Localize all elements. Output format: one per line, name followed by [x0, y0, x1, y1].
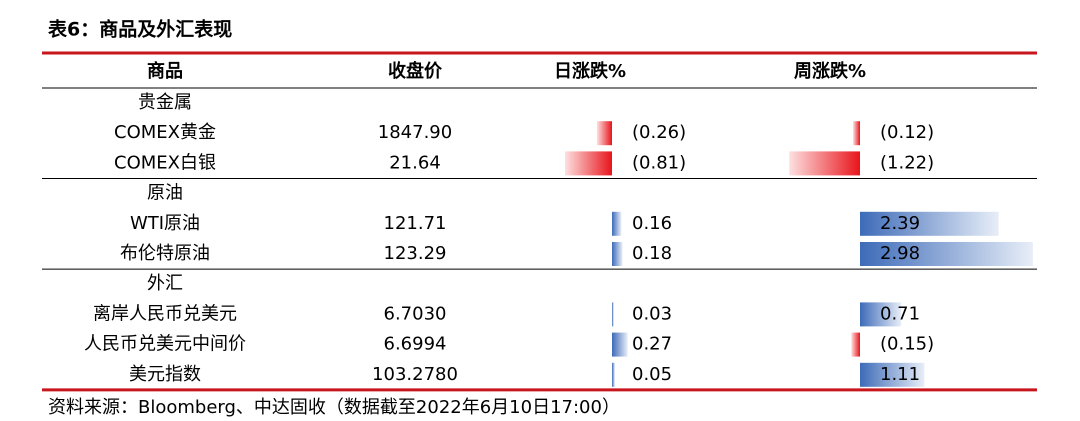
group-label: 外汇: [147, 273, 183, 294]
group-label: 原油: [147, 183, 183, 204]
change-value: 0.71: [880, 303, 920, 324]
row-name: 人民币兑美元中间价: [84, 334, 246, 355]
change-value: 0.18: [632, 243, 672, 264]
change-value: 2.98: [880, 243, 920, 264]
data-bar: [612, 302, 614, 327]
data-bar: [596, 121, 612, 146]
data-bar: [853, 121, 860, 146]
column-header: 商品: [147, 60, 183, 82]
source-note: 资料来源：Bloomberg、中达固收（数据截至2022年6月10日17:00）: [48, 397, 620, 418]
row-name: 布伦特原油: [120, 243, 210, 264]
change-value: 0.05: [632, 364, 672, 385]
group-label: 贵金属: [138, 92, 192, 113]
close-price: 6.6994: [384, 334, 447, 355]
close-price: 123.29: [384, 243, 447, 264]
data-bar: [565, 151, 612, 176]
close-price: 1847.90: [378, 122, 452, 143]
change-value: (0.81): [632, 152, 686, 173]
column-header: 收盘价: [388, 60, 443, 82]
change-value: 2.39: [880, 213, 920, 234]
data-bar: [612, 332, 628, 357]
row-name: COMEX黄金: [114, 122, 216, 143]
change-value: 0.27: [632, 334, 672, 355]
close-price: 6.7030: [384, 303, 447, 324]
table-title: 表6：商品及外汇表现: [48, 18, 232, 41]
data-bar: [860, 362, 925, 387]
change-value: (0.15): [880, 334, 934, 355]
data-bar: [860, 302, 902, 327]
column-header: 周涨跌%: [794, 60, 866, 82]
column-header: 日涨跌%: [554, 60, 626, 82]
change-value: (1.22): [880, 152, 934, 173]
data-bar: [612, 211, 622, 236]
data-bar: [860, 242, 1033, 266]
row-name: 离岸人民币兑美元: [93, 303, 237, 324]
data-bar: [789, 151, 860, 176]
change-value: (0.26): [632, 122, 686, 143]
data-bar: [851, 332, 860, 357]
close-price: 103.2780: [372, 364, 458, 385]
change-value: 0.16: [632, 213, 672, 234]
close-price: 121.71: [384, 213, 447, 234]
row-name: COMEX白银: [114, 152, 216, 173]
row-name: 美元指数: [129, 364, 201, 385]
close-price: 21.64: [389, 152, 441, 173]
change-value: (0.12): [880, 122, 934, 143]
row-name: WTI原油: [130, 213, 200, 234]
change-value: 1.11: [880, 364, 920, 385]
change-value: 0.03: [632, 303, 672, 324]
data-bar: [612, 362, 615, 387]
data-bar: [860, 211, 999, 236]
data-bar: [612, 242, 623, 266]
